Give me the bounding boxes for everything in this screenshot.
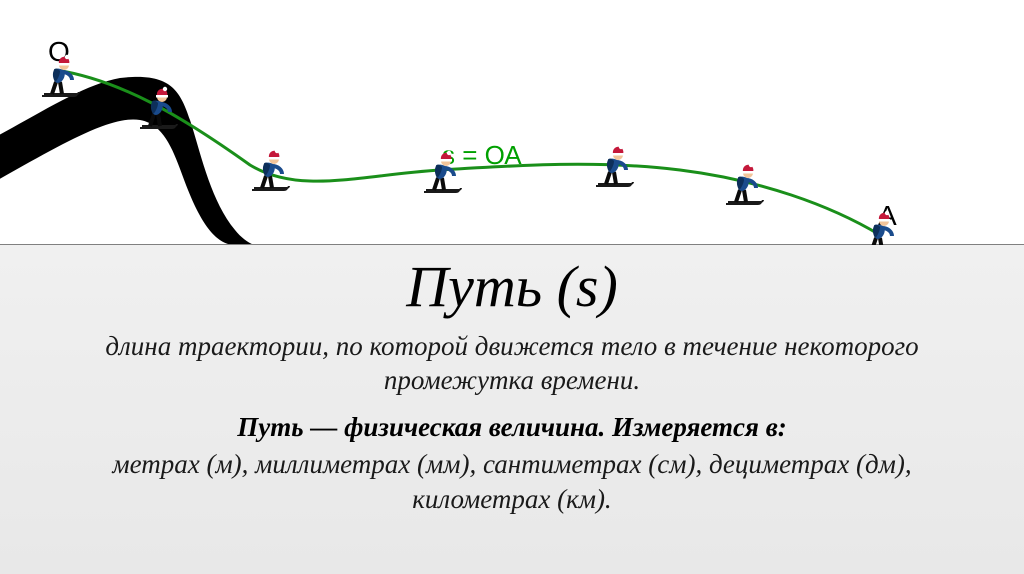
skier xyxy=(726,162,766,206)
skier xyxy=(42,54,82,98)
title: Путь (s) xyxy=(0,253,1024,320)
skier-icon xyxy=(596,144,636,188)
text-area: Путь (s) длина траектории, по которой дв… xyxy=(0,245,1024,574)
skier xyxy=(424,150,464,194)
skier xyxy=(252,148,292,192)
measurement-heading: Путь — физическая величина. Измеряется в… xyxy=(40,412,984,443)
diagram-area: О А s = ОА xyxy=(0,0,1024,245)
units-text: метрах (м), миллиметрах (мм), сантиметра… xyxy=(40,447,984,517)
skier-icon xyxy=(42,54,82,98)
skier-icon xyxy=(424,150,464,194)
skier xyxy=(140,86,180,130)
skier-icon xyxy=(726,162,766,206)
definition-text: длина траектории, по которой движется те… xyxy=(40,330,984,398)
skier xyxy=(596,144,636,188)
skier-icon xyxy=(140,86,180,130)
skier-icon xyxy=(252,148,292,192)
